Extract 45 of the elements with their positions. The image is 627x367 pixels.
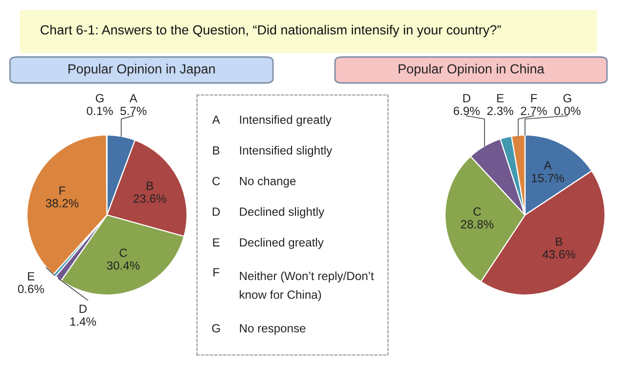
slice-label: C [120,248,128,257]
text: No response [240,324,306,335]
text: Intensified slightly [240,146,332,157]
chart-title: Popular Opinion in China [398,64,544,76]
text: A [212,116,220,124]
slice-label: G [96,94,104,102]
slice-label: A [129,94,138,102]
text: C [212,176,220,186]
text: G [212,324,220,332]
text: E [213,238,220,246]
data-label: 0.1% [86,106,113,116]
text: Declined slightly [240,207,324,218]
slice-label: D [463,94,470,102]
text: Neither (Won’t reply/Don’t know for China) [240,271,374,302]
slice-label: B [556,238,562,246]
slice-label: E [28,272,34,280]
text: F [213,268,220,276]
slice-label: D [80,304,87,313]
data-label: 15.7% [532,174,564,182]
text: Intensified greatly [240,115,332,126]
category-label: G [563,94,572,102]
slice-label: B [146,182,154,190]
text: 0.0% [554,106,580,116]
text: Chart 6-1: Answers to the Question, “Did nationalism intensify in your country?” [40,24,501,38]
data-label: 1.4% [70,317,96,326]
text: Declined greatly [240,238,324,249]
data-label: 23.6% [134,194,166,203]
chart-title: Popular Opinion in Japan [68,64,215,76]
data-label: 28.8% [461,220,494,228]
data-label: 30.4% [106,261,140,270]
data-label: 2.3% [487,106,514,116]
text: D [212,208,220,216]
data-label: 38.2% [46,199,78,208]
data-label: 2.7% [520,106,547,116]
data-label: 5.7% [120,106,146,116]
slice-label: F [60,186,66,195]
slice-label: A [544,161,552,170]
data-label: 0.6% [18,284,44,294]
data-label: 43.6% [542,250,576,258]
slice-label: F [531,94,537,102]
data-label: 6.9% [454,106,480,116]
slice-label: C [473,207,481,216]
text: B [213,146,220,154]
slice-label: E [497,94,504,102]
text: No change [240,176,296,188]
